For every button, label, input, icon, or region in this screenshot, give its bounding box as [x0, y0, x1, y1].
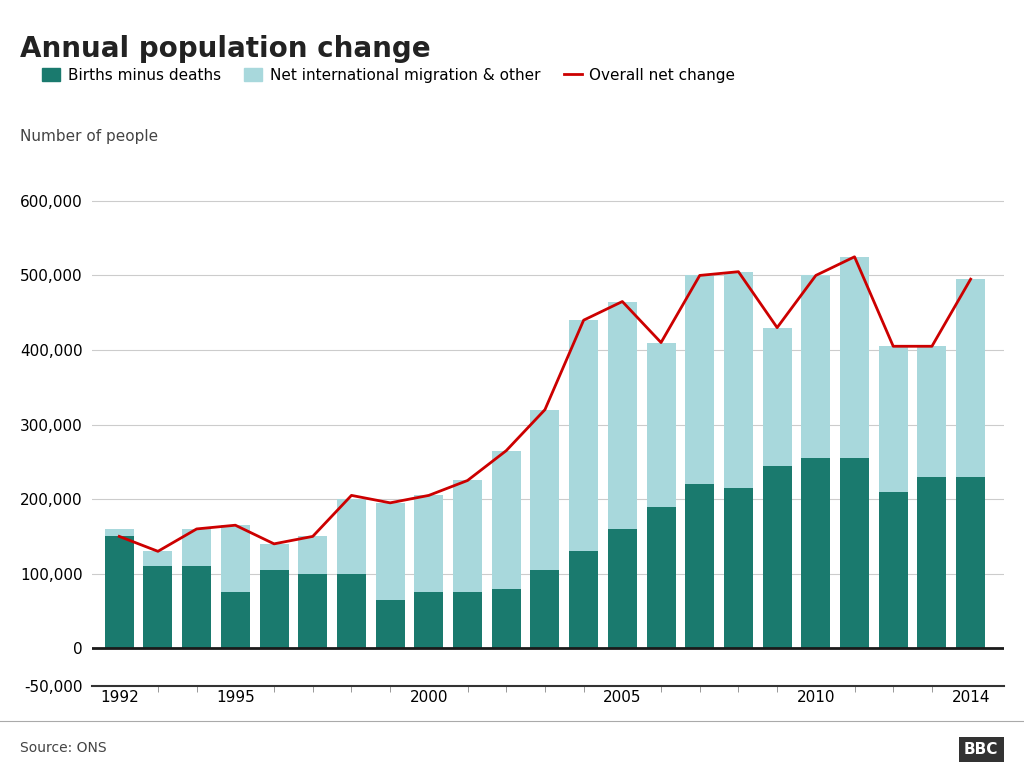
- Bar: [802, 276, 830, 458]
- Bar: [453, 592, 482, 648]
- Bar: [104, 529, 134, 648]
- Bar: [453, 481, 482, 592]
- Bar: [569, 320, 598, 552]
- Text: Number of people: Number of people: [20, 129, 159, 143]
- Bar: [221, 525, 250, 592]
- Bar: [646, 506, 676, 648]
- Bar: [415, 495, 443, 592]
- Bar: [802, 458, 830, 648]
- Bar: [763, 328, 792, 466]
- Bar: [956, 279, 985, 477]
- Bar: [956, 477, 985, 648]
- Bar: [840, 257, 869, 458]
- Bar: [376, 503, 404, 600]
- Bar: [685, 276, 715, 485]
- Bar: [763, 466, 792, 648]
- Bar: [492, 450, 521, 589]
- Legend: Births minus deaths, Net international migration & other, Overall net change: Births minus deaths, Net international m…: [36, 62, 741, 89]
- Bar: [143, 552, 172, 566]
- Bar: [608, 301, 637, 529]
- Bar: [879, 346, 907, 492]
- Bar: [298, 537, 328, 573]
- Bar: [492, 589, 521, 648]
- Bar: [337, 499, 366, 573]
- Text: BBC: BBC: [964, 742, 998, 757]
- Bar: [104, 529, 134, 537]
- Bar: [143, 566, 172, 648]
- Text: Annual population change: Annual population change: [20, 35, 431, 63]
- Bar: [337, 573, 366, 648]
- Bar: [685, 485, 715, 648]
- Bar: [840, 458, 869, 648]
- Bar: [530, 410, 559, 570]
- Bar: [259, 544, 289, 570]
- Bar: [182, 529, 211, 566]
- Bar: [415, 592, 443, 648]
- Bar: [608, 529, 637, 648]
- Bar: [182, 566, 211, 648]
- Bar: [646, 343, 676, 506]
- Bar: [298, 573, 328, 648]
- Bar: [530, 570, 559, 648]
- Text: Source: ONS: Source: ONS: [20, 741, 108, 755]
- Bar: [259, 570, 289, 648]
- Bar: [221, 592, 250, 648]
- Bar: [569, 552, 598, 648]
- Bar: [918, 477, 946, 648]
- Bar: [879, 492, 907, 648]
- Bar: [724, 272, 753, 488]
- Bar: [376, 600, 404, 648]
- Bar: [918, 346, 946, 477]
- Bar: [724, 488, 753, 648]
